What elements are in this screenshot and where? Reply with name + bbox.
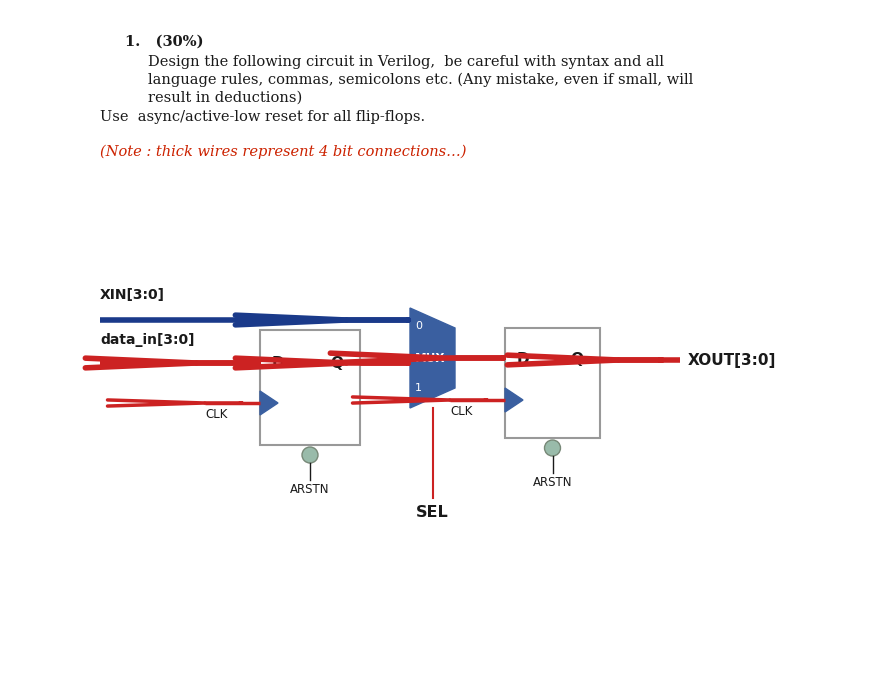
Text: (Note : thick wires represent 4 bit connections…): (Note : thick wires represent 4 bit conn… bbox=[100, 145, 467, 159]
Text: Design the following circuit in Verilog,  be careful with syntax and all: Design the following circuit in Verilog,… bbox=[148, 55, 664, 69]
Text: Q: Q bbox=[570, 353, 583, 368]
Text: XOUT[3:0]: XOUT[3:0] bbox=[688, 353, 776, 368]
Text: language rules, commas, semicolons etc. (Any mistake, even if small, will: language rules, commas, semicolons etc. … bbox=[148, 73, 693, 87]
Text: D: D bbox=[272, 355, 285, 370]
Text: 0: 0 bbox=[415, 321, 422, 331]
Text: CLK: CLK bbox=[450, 405, 472, 418]
Text: Use  async/active-low reset for all flip-flops.: Use async/active-low reset for all flip-… bbox=[100, 110, 425, 124]
Text: D: D bbox=[517, 353, 530, 368]
Text: Q: Q bbox=[330, 355, 343, 370]
Text: ARSTN: ARSTN bbox=[533, 476, 572, 489]
Text: result in deductions): result in deductions) bbox=[148, 91, 302, 105]
Circle shape bbox=[302, 447, 318, 463]
Text: SEL: SEL bbox=[416, 505, 449, 520]
Circle shape bbox=[545, 440, 561, 456]
Polygon shape bbox=[410, 308, 455, 408]
Polygon shape bbox=[505, 388, 523, 412]
Text: XIN[3:0]: XIN[3:0] bbox=[100, 288, 165, 302]
Text: 1.   (30%): 1. (30%) bbox=[125, 35, 203, 49]
Bar bbox=[505, 328, 600, 438]
Polygon shape bbox=[260, 391, 278, 415]
Text: CLK: CLK bbox=[205, 408, 228, 421]
Text: 1: 1 bbox=[415, 383, 422, 393]
Text: data_in[3:0]: data_in[3:0] bbox=[100, 333, 194, 347]
Text: ARSTN: ARSTN bbox=[290, 483, 329, 496]
Text: MUX: MUX bbox=[415, 351, 445, 364]
Bar bbox=[260, 330, 360, 445]
